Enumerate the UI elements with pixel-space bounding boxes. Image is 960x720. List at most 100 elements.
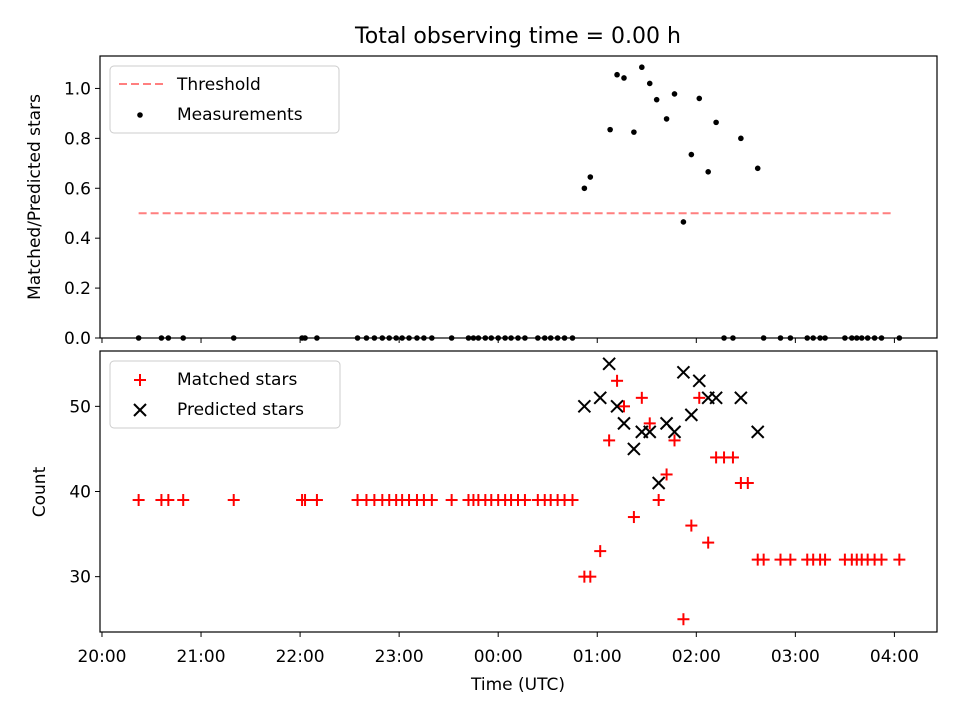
top-axes-frame — [99, 55, 938, 339]
matched-star-point — [668, 434, 681, 447]
measurement-point — [738, 135, 744, 142]
predicted-star-point — [676, 365, 691, 379]
bottom-plot-area — [132, 357, 906, 626]
measurement-point — [631, 129, 637, 135]
matched-star-point — [227, 494, 240, 507]
matched-star-point — [594, 545, 607, 558]
measurement-point — [713, 119, 719, 126]
x-tick-label: 02:00 — [672, 647, 721, 667]
measurement-point — [705, 168, 711, 175]
bottom-x-ticks: 20:00 21:00 22:00 23:00 00:00 01:00 02:00 03:00… — [77, 632, 919, 667]
measurement-point — [688, 151, 695, 158]
predicted-star-point — [643, 425, 657, 439]
x-tick-label: 22:00 — [276, 647, 325, 667]
matched-star-point — [635, 391, 648, 404]
top-y-tick-label: 1.0 — [64, 79, 91, 99]
predicted-star-point — [593, 391, 607, 405]
predicted-star-point — [692, 374, 706, 388]
x-axis-label: Time (UTC) — [470, 675, 565, 695]
measurement-point — [646, 80, 653, 87]
matched-star-point — [425, 494, 438, 507]
x-tick-label: 04:00 — [870, 647, 919, 667]
bottom-panel: 30 40 50 20:00 21:00 22:00 23:00 00:00 01:00 02:… — [30, 350, 938, 695]
legend-measurements-label: Measurements — [177, 105, 303, 125]
measurement-point — [607, 126, 613, 133]
top-y-tick-label: 0.8 — [64, 129, 91, 149]
measurement-point — [587, 174, 594, 180]
chart-title: Total observing time = 0.00 h — [354, 24, 681, 49]
x-tick-label: 01:00 — [573, 647, 622, 667]
matched-star-point — [162, 494, 175, 507]
matched-star-point — [726, 451, 739, 464]
measurement-point — [653, 96, 660, 103]
matched-star-point — [784, 553, 797, 566]
measurement-point — [680, 219, 687, 225]
matched-star-point — [819, 553, 832, 566]
predicted-star-point — [617, 416, 631, 431]
top-y-ticks: 0.0 0.2 0.4 0.6 0.8 1.0 — [64, 79, 100, 349]
matched-star-point — [652, 494, 665, 507]
predicted-star-point — [602, 357, 616, 371]
measurement-point — [614, 71, 620, 78]
bottom-y-tick-label: 30 — [69, 568, 91, 588]
top-y-tick-label: 0.6 — [64, 179, 91, 199]
x-tick-label: 23:00 — [375, 647, 424, 667]
top-y-tick-label: 0.2 — [64, 279, 91, 299]
measurement-point — [696, 95, 703, 102]
bottom-y-tick-label: 40 — [69, 483, 91, 503]
predicted-star-point — [684, 408, 699, 422]
predicted-star-point — [709, 391, 723, 405]
predicted-star-point — [651, 476, 666, 490]
matched-star-point — [518, 494, 531, 507]
legend-threshold-label: Threshold — [176, 75, 261, 95]
legend-matched-label: Matched stars — [177, 370, 297, 390]
measurement-point — [639, 64, 645, 71]
matched-star-point — [584, 570, 597, 583]
predicted-star-point — [627, 442, 641, 456]
matched-star-point — [702, 536, 715, 549]
matched-star-point — [611, 374, 624, 387]
matched-star-point — [685, 519, 698, 532]
predicted-star-point — [610, 399, 624, 414]
matched-star-point — [757, 553, 770, 566]
top-y-tick-label: 0.4 — [64, 229, 91, 249]
matched-star-point — [310, 494, 323, 507]
matched-star-point — [693, 391, 706, 404]
bottom-y-ticks: 30 40 50 — [69, 397, 100, 588]
matched-star-point — [875, 553, 888, 566]
top-legend: Threshold Measurements — [109, 65, 340, 134]
predicted-star-point — [577, 399, 592, 414]
measurement-point — [581, 185, 588, 192]
matched-star-point — [741, 476, 754, 489]
measurement-point — [754, 165, 761, 172]
matched-star-point — [893, 553, 906, 566]
x-tick-label: 00:00 — [474, 647, 523, 667]
matched-star-point — [299, 494, 312, 507]
legend-predicted-label: Predicted stars — [177, 400, 304, 420]
top-y-axis-label: Matched/Predicted stars — [25, 94, 45, 300]
measurement-point — [621, 75, 627, 81]
bottom-legend-box — [109, 360, 341, 429]
measurement-point — [663, 116, 670, 122]
matched-star-point — [603, 434, 616, 447]
legend-matched-marker — [134, 374, 146, 386]
matched-star-point — [177, 494, 190, 507]
predicted-star-point — [667, 425, 682, 439]
legend-measurements-marker — [137, 112, 143, 118]
legend-predicted-marker — [133, 403, 147, 417]
bottom-y-tick-label: 50 — [69, 397, 91, 417]
x-tick-label: 03:00 — [771, 647, 820, 667]
top-legend-box — [109, 65, 340, 134]
matched-star-point — [627, 511, 640, 524]
matched-star-point — [617, 400, 630, 413]
matched-star-point — [566, 494, 579, 507]
x-tick-label: 20:00 — [77, 647, 126, 667]
measurement-point — [671, 91, 678, 97]
x-tick-label: 21:00 — [177, 647, 226, 667]
bottom-y-axis-label: Count — [30, 466, 50, 517]
matched-star-point — [445, 494, 458, 507]
top-x-ticks — [101, 338, 895, 343]
matched-star-point — [132, 494, 145, 507]
matched-star-point — [677, 613, 690, 626]
